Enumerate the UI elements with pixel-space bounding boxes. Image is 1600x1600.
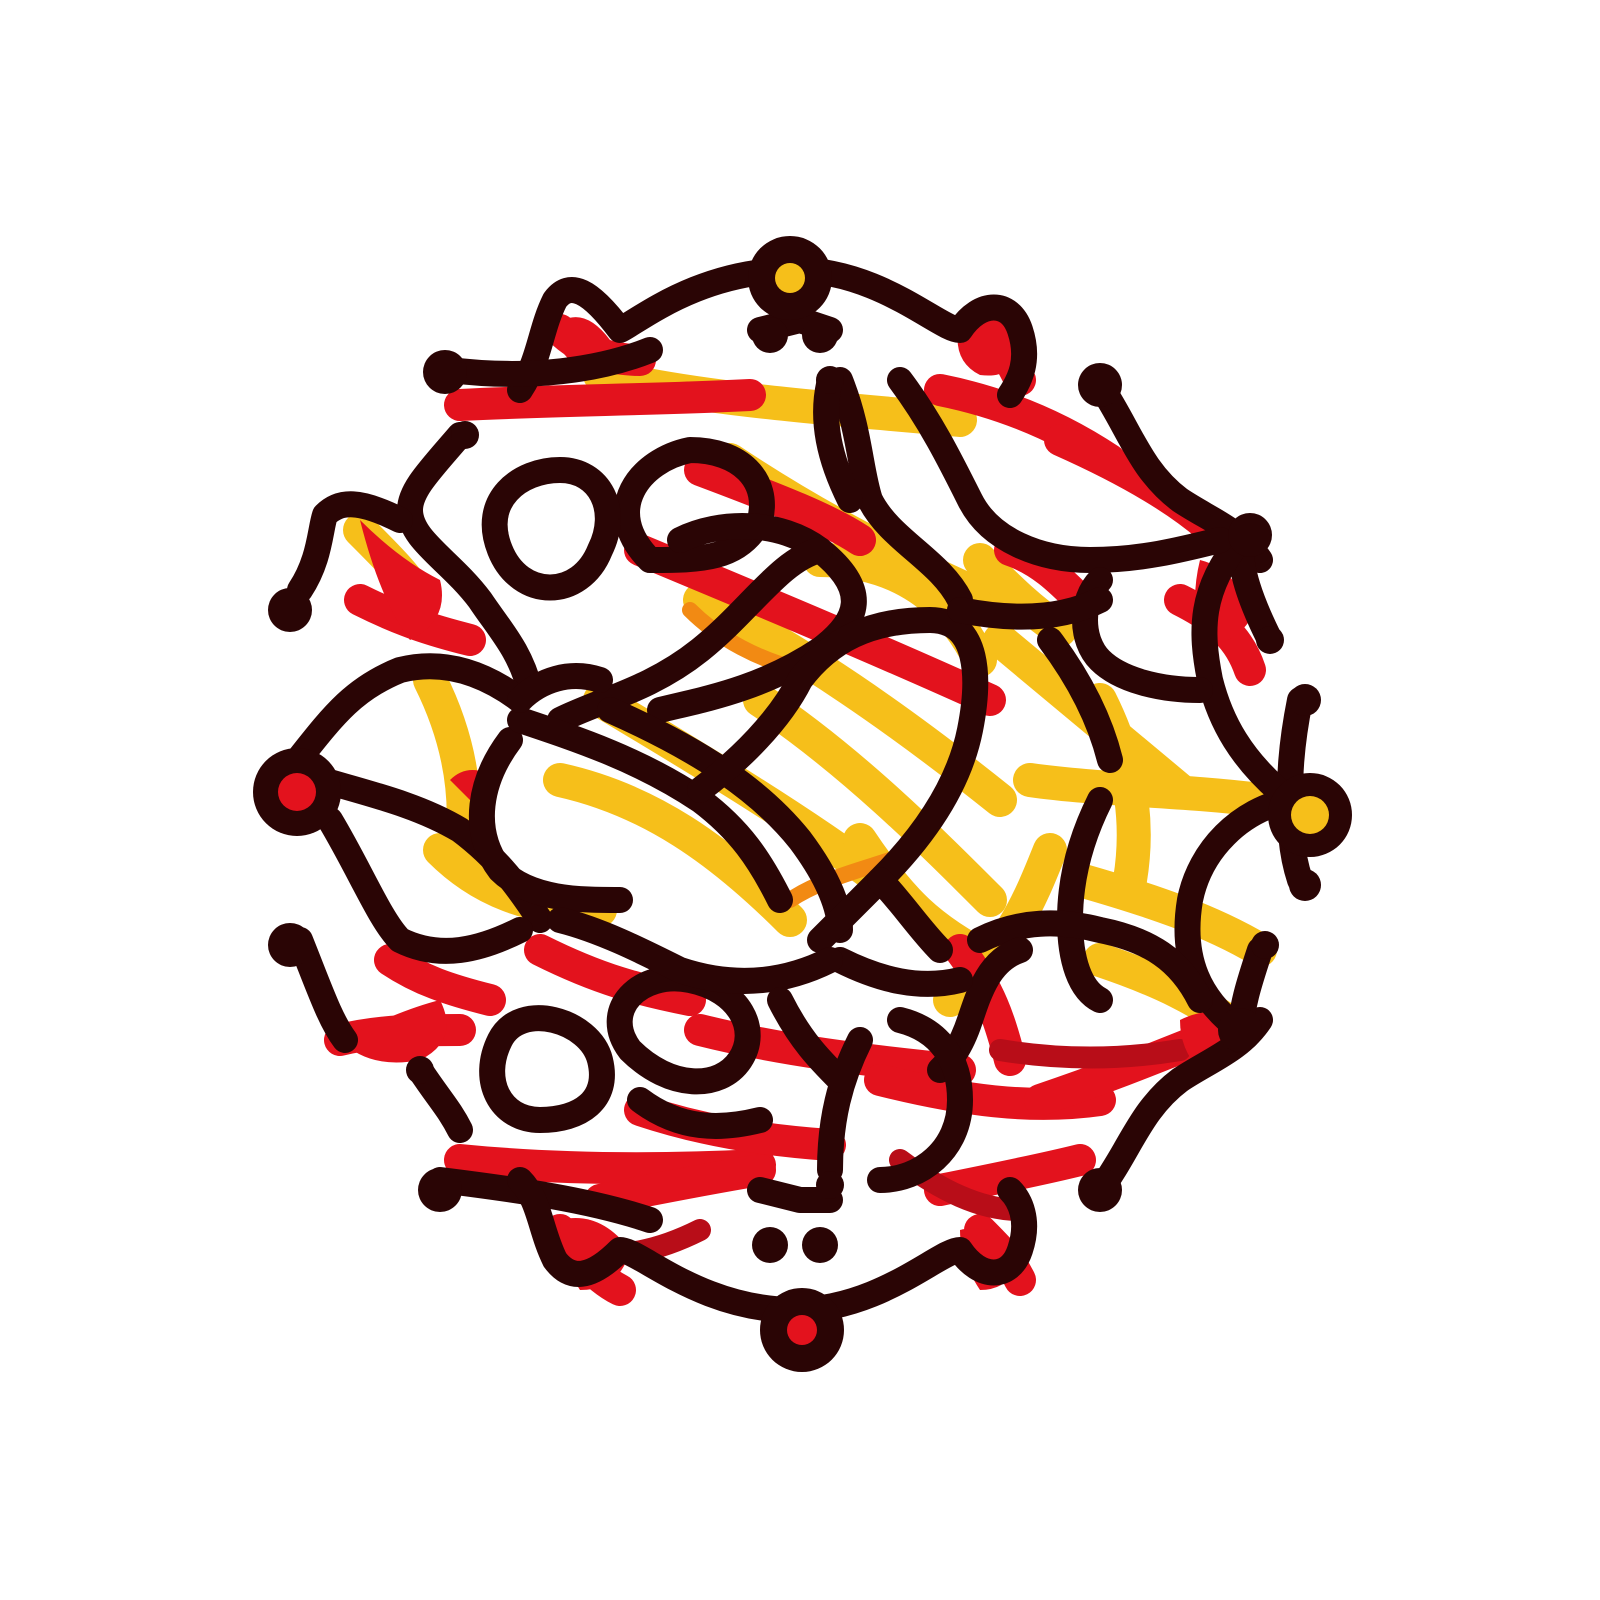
endpoint-dot <box>1251 931 1279 959</box>
endpoint-dot <box>752 1227 788 1263</box>
endpoint-dot <box>752 317 788 353</box>
endpoint-dot <box>423 350 467 394</box>
endpoint-dot <box>268 923 312 967</box>
endpoint-dot <box>816 366 844 394</box>
endpoint-dot <box>1289 869 1321 901</box>
endpoint-dot <box>406 1056 434 1084</box>
endpoint-dot <box>451 421 479 449</box>
endpoint-dots <box>268 317 1321 1263</box>
endpoint-dot <box>268 588 312 632</box>
endpoint-dot <box>1256 626 1284 654</box>
endpoint-dot <box>1228 513 1272 557</box>
endpoint-dot <box>816 1171 844 1199</box>
endpoint-dot <box>1078 363 1122 407</box>
outline-layer <box>277 257 1313 1323</box>
endpoint-dot <box>418 1168 462 1212</box>
endpoint-dot <box>1078 1168 1122 1212</box>
node-left <box>253 748 341 836</box>
endpoint-dot <box>802 317 838 353</box>
endpoint-dot <box>1218 1008 1262 1052</box>
node-right <box>1268 773 1352 857</box>
node-top <box>748 236 832 320</box>
endpoint-dot <box>1289 684 1321 716</box>
endpoint-dot <box>802 1227 838 1263</box>
node-bottom <box>760 1288 844 1372</box>
major-nodes <box>253 236 1352 1372</box>
